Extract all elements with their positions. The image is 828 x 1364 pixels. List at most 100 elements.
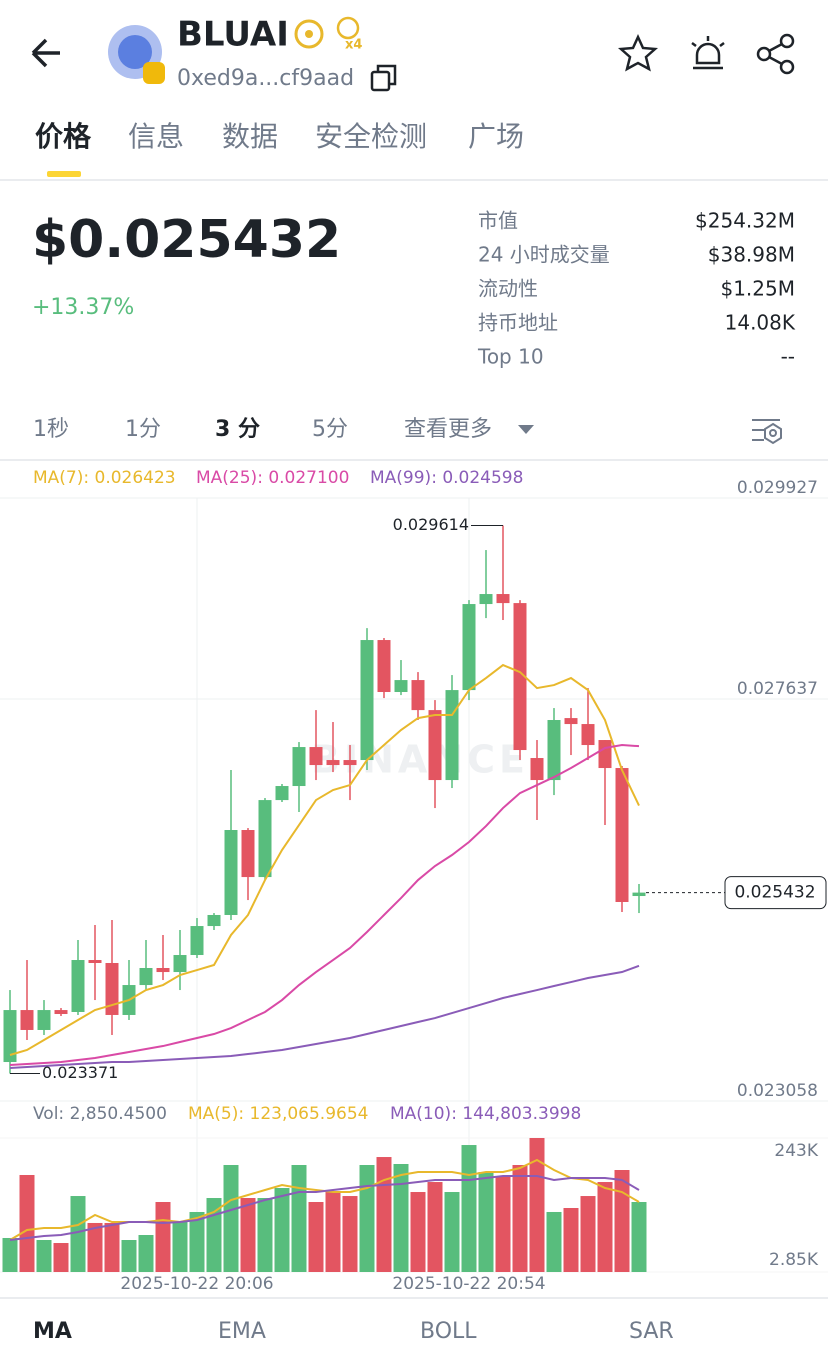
timeframe[interactable]: 1分 — [125, 417, 161, 442]
volume-bar — [257, 1198, 273, 1272]
candle-body — [241, 830, 255, 878]
favorite-button[interactable] — [617, 33, 659, 72]
candle-body — [309, 747, 323, 766]
candle-body — [156, 968, 170, 973]
price: $0.025432 — [32, 210, 341, 270]
volume-bar — [580, 1196, 596, 1272]
ma-line — [9, 663, 640, 1056]
candle-body — [190, 926, 204, 956]
volume-legend: MA(5): 123,065.9654 — [188, 1104, 368, 1124]
ma-legend: MA(25): 0.027100 — [196, 468, 349, 488]
volume-bar — [529, 1138, 545, 1272]
candle-body — [54, 1010, 68, 1015]
token-logo-inner — [118, 35, 152, 69]
tab[interactable]: 安全检测 — [315, 120, 427, 153]
candle-body — [581, 724, 595, 746]
tab[interactable]: 广场 — [468, 120, 524, 153]
volume-bar — [427, 1182, 443, 1272]
back-button[interactable] — [31, 38, 60, 68]
volume-bar — [53, 1243, 69, 1272]
timeframe[interactable]: 1秒 — [33, 417, 69, 442]
indicator[interactable]: BOLL — [420, 1319, 477, 1344]
tab[interactable]: 价格 — [35, 120, 92, 153]
candle-body — [496, 594, 510, 604]
volume-bar — [546, 1211, 562, 1272]
volume-bar — [274, 1187, 290, 1272]
stat-value: -- — [781, 345, 795, 369]
candle-body — [394, 680, 408, 693]
ma-legend: MA(7): 0.026423 — [33, 468, 176, 488]
timeframe[interactable]: 查看更多 — [404, 417, 492, 442]
stat-value: 14.08K — [725, 311, 796, 335]
volume-bar — [87, 1222, 103, 1272]
at-icon — [294, 19, 324, 49]
volume-bar — [478, 1172, 494, 1272]
candle-body — [292, 747, 306, 787]
stat-label: 流动性 — [478, 277, 538, 301]
candle-body — [258, 800, 272, 878]
indicator[interactable]: MA — [33, 1319, 72, 1344]
volume-bar — [444, 1192, 460, 1272]
divider — [0, 179, 828, 181]
tab-indicator — [47, 171, 81, 177]
share-button[interactable] — [756, 33, 795, 75]
volume-bar — [325, 1192, 341, 1272]
candle-body — [615, 768, 629, 902]
settings-button[interactable] — [752, 419, 782, 445]
candle-body — [326, 760, 340, 766]
indicator[interactable]: SAR — [629, 1319, 674, 1344]
candle-body — [598, 740, 612, 769]
timeframe[interactable]: 3 分 — [215, 417, 260, 442]
copy-icon-back — [376, 64, 397, 86]
volume-legend: Vol: 2,850.4500 — [33, 1104, 167, 1124]
candle-body — [547, 720, 561, 781]
volume-bar — [223, 1165, 239, 1272]
at-icon-dot — [305, 30, 313, 38]
min-label: 0.023371 — [42, 1063, 118, 1082]
candle-body — [139, 968, 153, 986]
candle-body — [173, 955, 187, 973]
candle-body — [411, 680, 425, 711]
tab[interactable]: 数据 — [222, 120, 278, 153]
candle-body — [445, 690, 459, 781]
candle-body — [88, 960, 102, 964]
candle-body — [71, 960, 85, 1012]
volume-bar — [495, 1177, 511, 1272]
volume-bar — [410, 1192, 426, 1272]
candle-body — [530, 758, 544, 781]
volume-legend: MA(10): 144,803.3998 — [390, 1104, 581, 1124]
ma-legend: MA(99): 0.024598 — [370, 468, 523, 488]
stat-value: $254.32M — [695, 209, 795, 233]
volume-bar — [189, 1211, 205, 1272]
volume-bar — [563, 1207, 579, 1272]
volume-bar — [172, 1222, 188, 1272]
last-price-box — [724, 876, 827, 910]
candle-body — [564, 718, 578, 725]
token-name: BLUAI — [177, 15, 289, 55]
volume-bar — [614, 1170, 630, 1272]
alert-button[interactable] — [691, 36, 725, 70]
candle-body — [377, 640, 391, 693]
candle-body — [513, 603, 527, 751]
y-tick-label: 0.027637 — [737, 679, 818, 699]
tab[interactable]: 信息 — [128, 120, 184, 153]
candle-body — [37, 1010, 51, 1030]
copy-icon[interactable] — [370, 70, 391, 92]
volume-bar — [19, 1174, 35, 1272]
volume-bar — [2, 1237, 18, 1272]
timeframe[interactable]: 5分 — [312, 417, 348, 442]
volume-bar — [359, 1165, 375, 1272]
stat-label: 市值 — [478, 209, 518, 233]
header: BLUAI x4 0xed9a...cf9aad — [31, 15, 795, 92]
volume-bar — [121, 1239, 137, 1272]
indicator-bar: MA EMA BOLL SAR — [0, 1297, 828, 1344]
volume-bar — [597, 1182, 613, 1272]
last-price-label: 0.025432 — [734, 883, 815, 903]
indicator[interactable]: EMA — [218, 1319, 266, 1344]
candle-body — [632, 892, 646, 897]
x-tick-label: 2025-10-22 20:06 — [120, 1274, 273, 1294]
dropdown-arrow — [518, 425, 534, 434]
volume-bar — [512, 1165, 528, 1272]
ma-line — [9, 744, 640, 1067]
